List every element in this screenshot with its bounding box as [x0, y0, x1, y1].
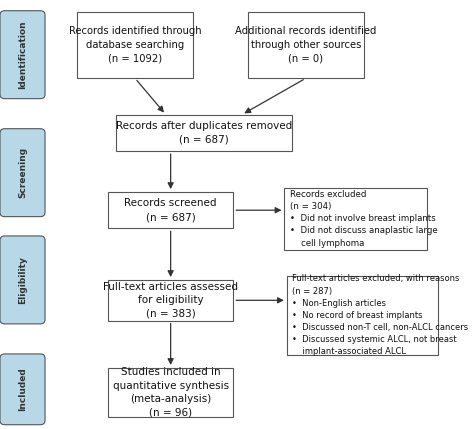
- Text: Records excluded
(n = 304)
•  Did not involve breast implants
•  Did not discuss: Records excluded (n = 304) • Did not inv…: [290, 190, 438, 248]
- Text: Eligibility: Eligibility: [18, 256, 27, 304]
- Text: Identification: Identification: [18, 21, 27, 89]
- FancyBboxPatch shape: [0, 236, 45, 324]
- Text: Full-text articles assessed
for eligibility
(n = 383): Full-text articles assessed for eligibil…: [103, 282, 238, 319]
- FancyBboxPatch shape: [247, 12, 364, 78]
- FancyBboxPatch shape: [0, 11, 45, 99]
- FancyBboxPatch shape: [116, 115, 292, 151]
- FancyBboxPatch shape: [108, 280, 233, 321]
- FancyBboxPatch shape: [284, 188, 427, 250]
- Text: Screening: Screening: [18, 147, 27, 198]
- FancyBboxPatch shape: [0, 354, 45, 425]
- Text: Records after duplicates removed
(n = 687): Records after duplicates removed (n = 68…: [116, 121, 292, 145]
- Text: Records identified through
database searching
(n = 1092): Records identified through database sear…: [69, 27, 201, 63]
- FancyBboxPatch shape: [0, 129, 45, 217]
- Text: Full-text articles excluded, with reasons
(n = 287)
•  Non-English articles
•  N: Full-text articles excluded, with reason…: [292, 275, 469, 356]
- FancyBboxPatch shape: [287, 275, 438, 355]
- FancyBboxPatch shape: [108, 368, 233, 417]
- Text: Records screened
(n = 687): Records screened (n = 687): [124, 198, 217, 222]
- FancyBboxPatch shape: [77, 12, 193, 78]
- Text: Studies included in
quantitative synthesis
(meta-analysis)
(n = 96): Studies included in quantitative synthes…: [113, 367, 228, 418]
- Text: Included: Included: [18, 368, 27, 411]
- FancyBboxPatch shape: [108, 192, 233, 228]
- Text: Additional records identified
through other sources
(n = 0): Additional records identified through ot…: [235, 27, 376, 63]
